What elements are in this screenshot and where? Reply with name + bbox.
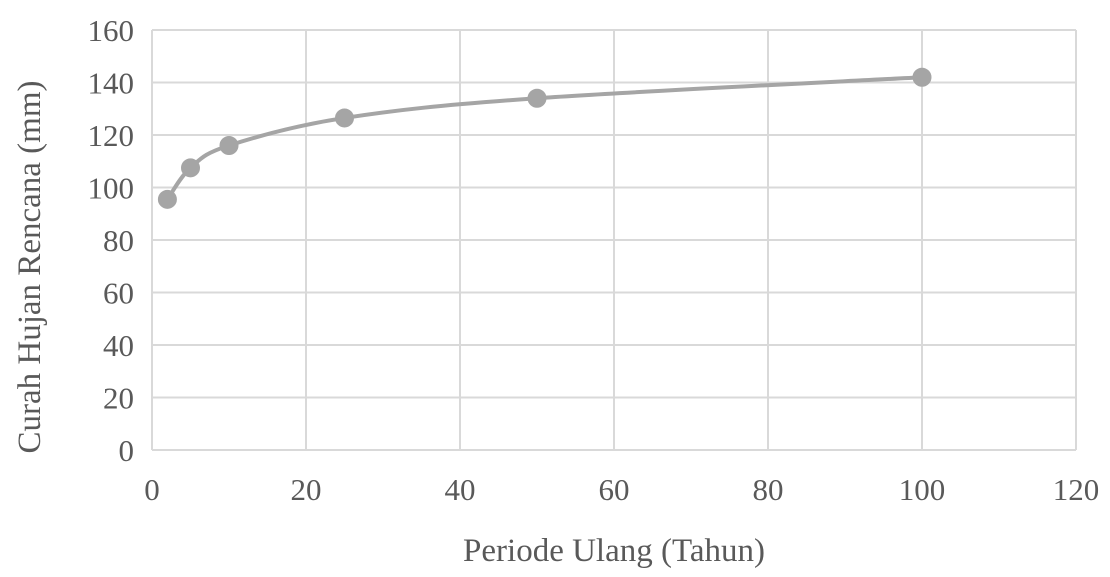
gridlines xyxy=(152,29,1077,450)
x-axis-title: Periode Ulang (Tahun) xyxy=(463,533,765,569)
y-tick-label: 60 xyxy=(103,276,134,311)
tick-labels: 0 20 40 60 80 100 120 140 160 0 20 40 60 80 100 120 xyxy=(88,13,1100,507)
y-tick-label: 40 xyxy=(103,328,134,363)
data-point xyxy=(912,67,932,87)
x-tick-label: 100 xyxy=(899,472,946,507)
y-tick-label: 100 xyxy=(88,171,135,206)
y-tick-label: 120 xyxy=(88,118,135,153)
data-point xyxy=(219,136,239,155)
x-tick-label: 40 xyxy=(445,472,476,507)
y-tick-label: 80 xyxy=(103,223,134,258)
x-tick-label: 20 xyxy=(291,472,322,507)
y-tick-label: 0 xyxy=(119,433,135,468)
data-point xyxy=(335,108,354,128)
y-tick-label: 20 xyxy=(103,381,134,416)
data-point xyxy=(181,158,200,178)
x-tick-label: 0 xyxy=(144,472,160,507)
y-tick-label: 160 xyxy=(88,13,135,48)
series-layer xyxy=(157,67,932,209)
data-point xyxy=(527,88,547,108)
axes xyxy=(151,30,1076,451)
y-tick-label: 140 xyxy=(88,66,135,101)
x-tick-label: 80 xyxy=(753,472,784,507)
x-tick-label: 120 xyxy=(1053,472,1100,507)
y-axis-title: Curah Hujan Rencana (mm) xyxy=(12,81,48,454)
x-tick-label: 60 xyxy=(599,472,630,507)
data-point xyxy=(157,189,177,209)
